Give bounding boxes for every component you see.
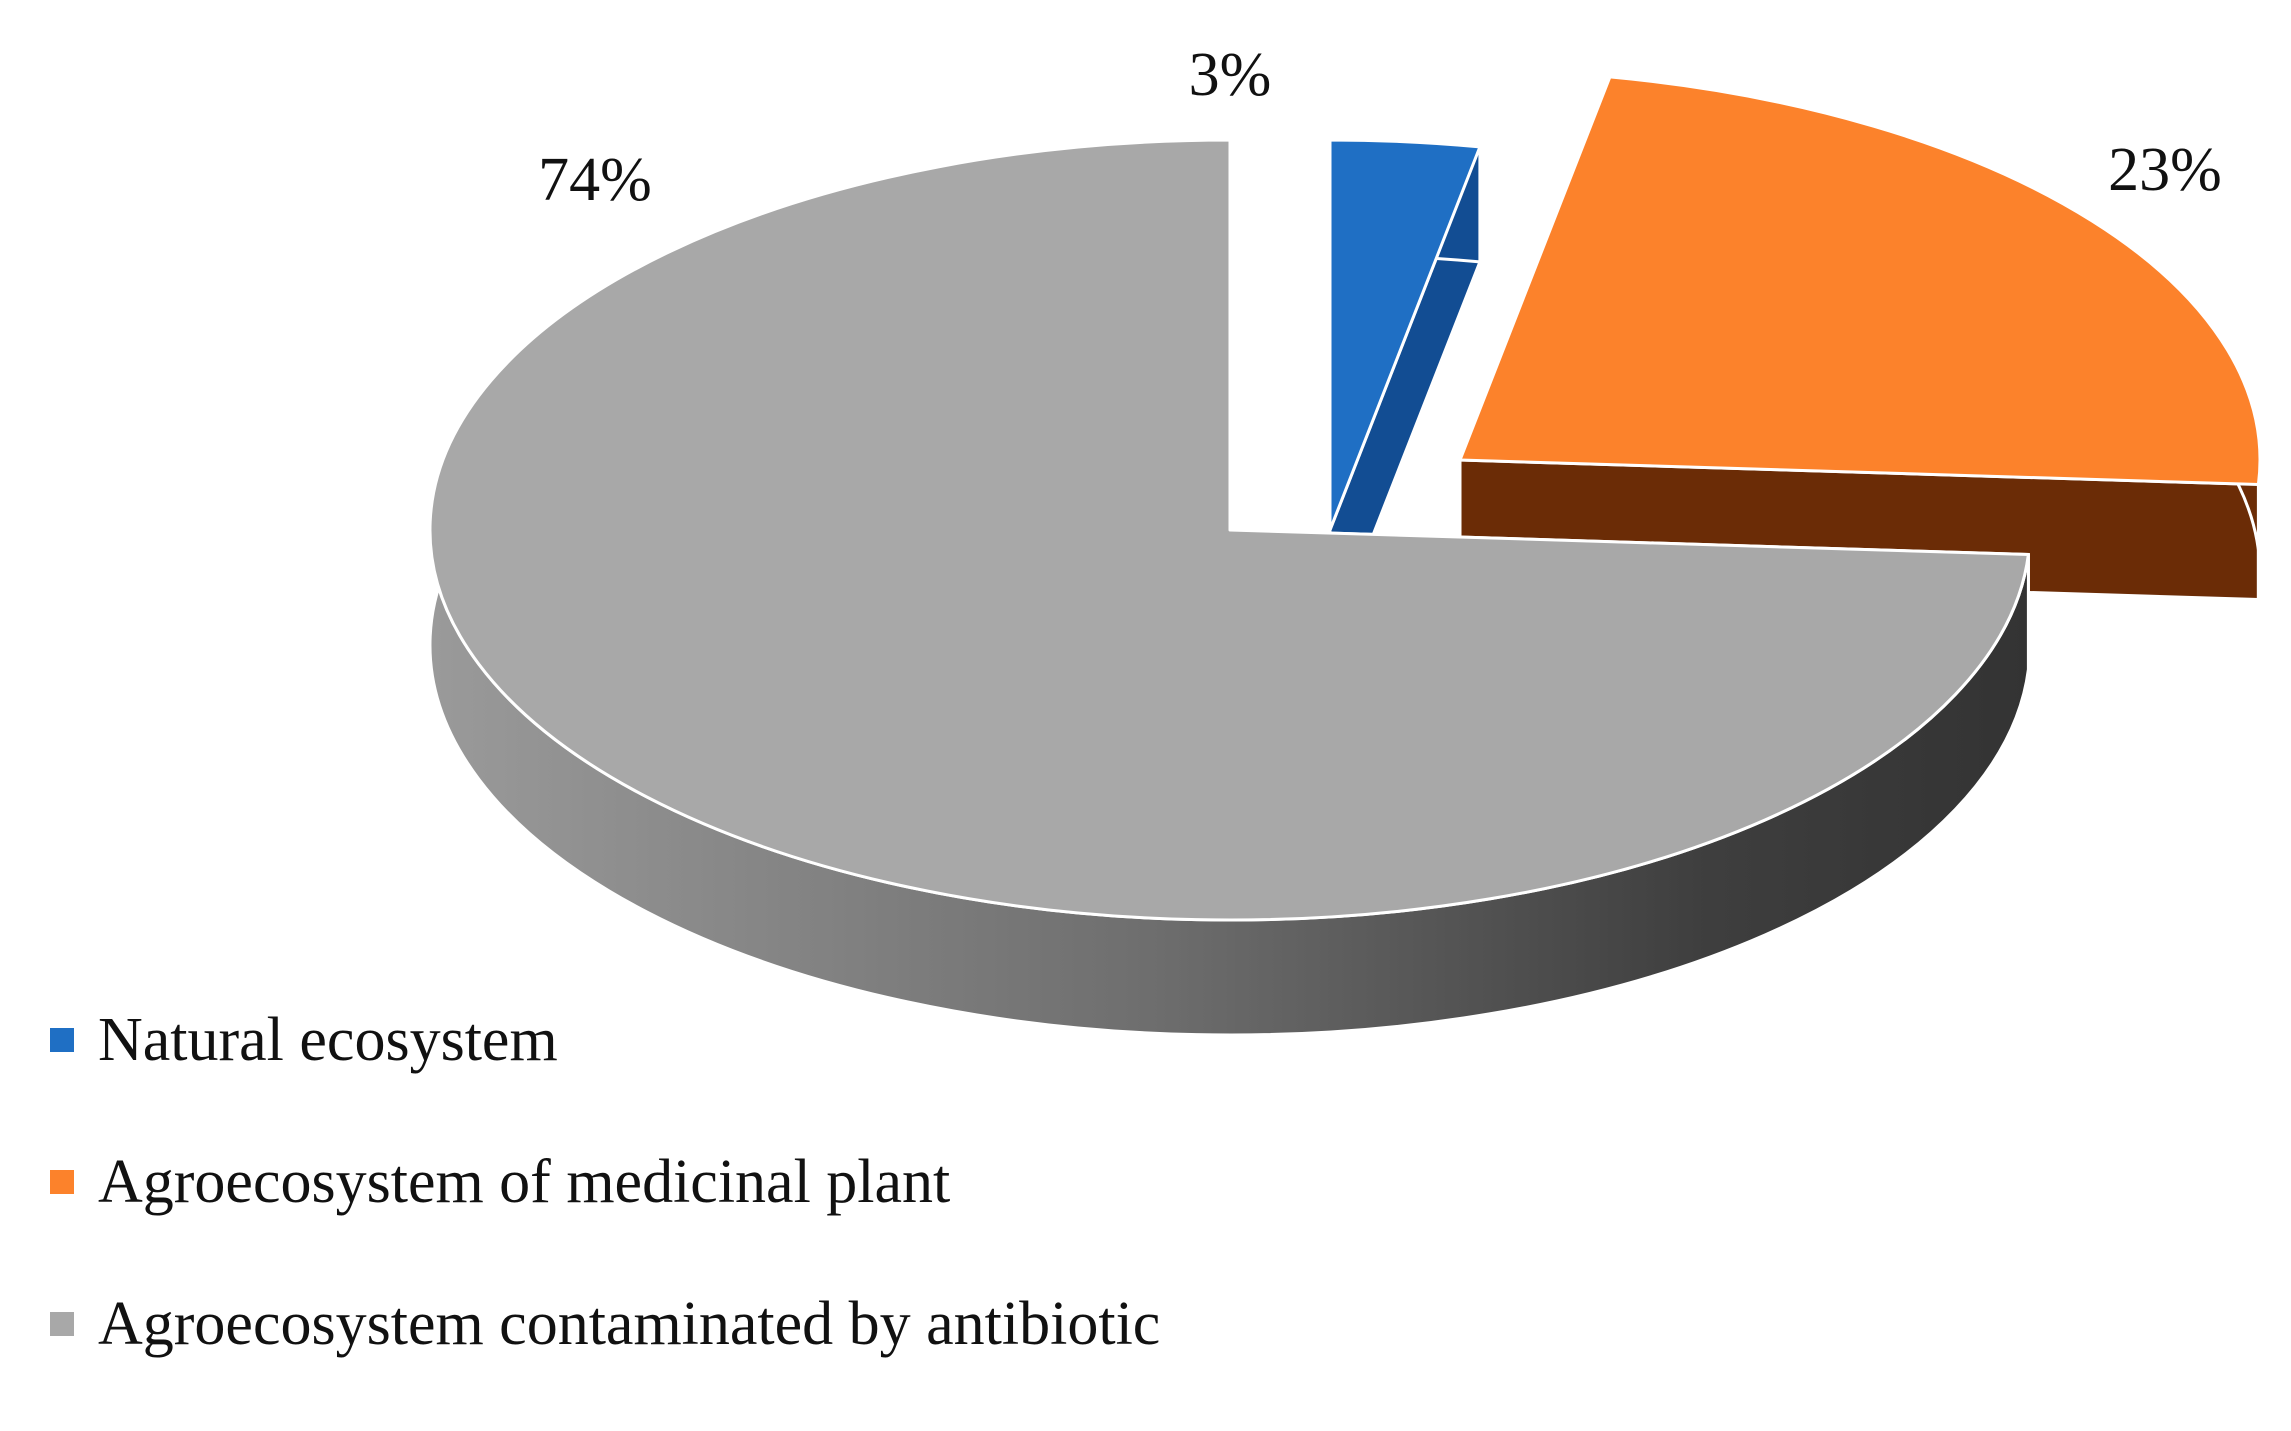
legend-label: Agroecosystem of medicinal plant [98,1147,951,1216]
legend-swatch [50,1028,74,1052]
pie-slice-1 [1328,138,1482,646]
chart-legend: Natural ecosystem Agroecosystem of medici… [50,1005,1550,1431]
legend-item: Agroecosystem contaminated by antibiotic [50,1289,1550,1359]
legend-swatch [50,1312,74,1336]
pie-slice-3 [428,138,2030,1037]
legend-swatch [50,1170,74,1194]
legend-item: Natural ecosystem [50,1005,1550,1075]
legend-label: Agroecosystem contaminated by antibiotic [98,1289,1161,1358]
legend-item: Agroecosystem of medicinal plant [50,1147,1550,1217]
data-label-1: 3% [1189,41,1272,109]
data-label-3: 74% [538,146,652,214]
data-label-2: 23% [2108,136,2222,204]
legend-label: Natural ecosystem [98,1005,558,1074]
